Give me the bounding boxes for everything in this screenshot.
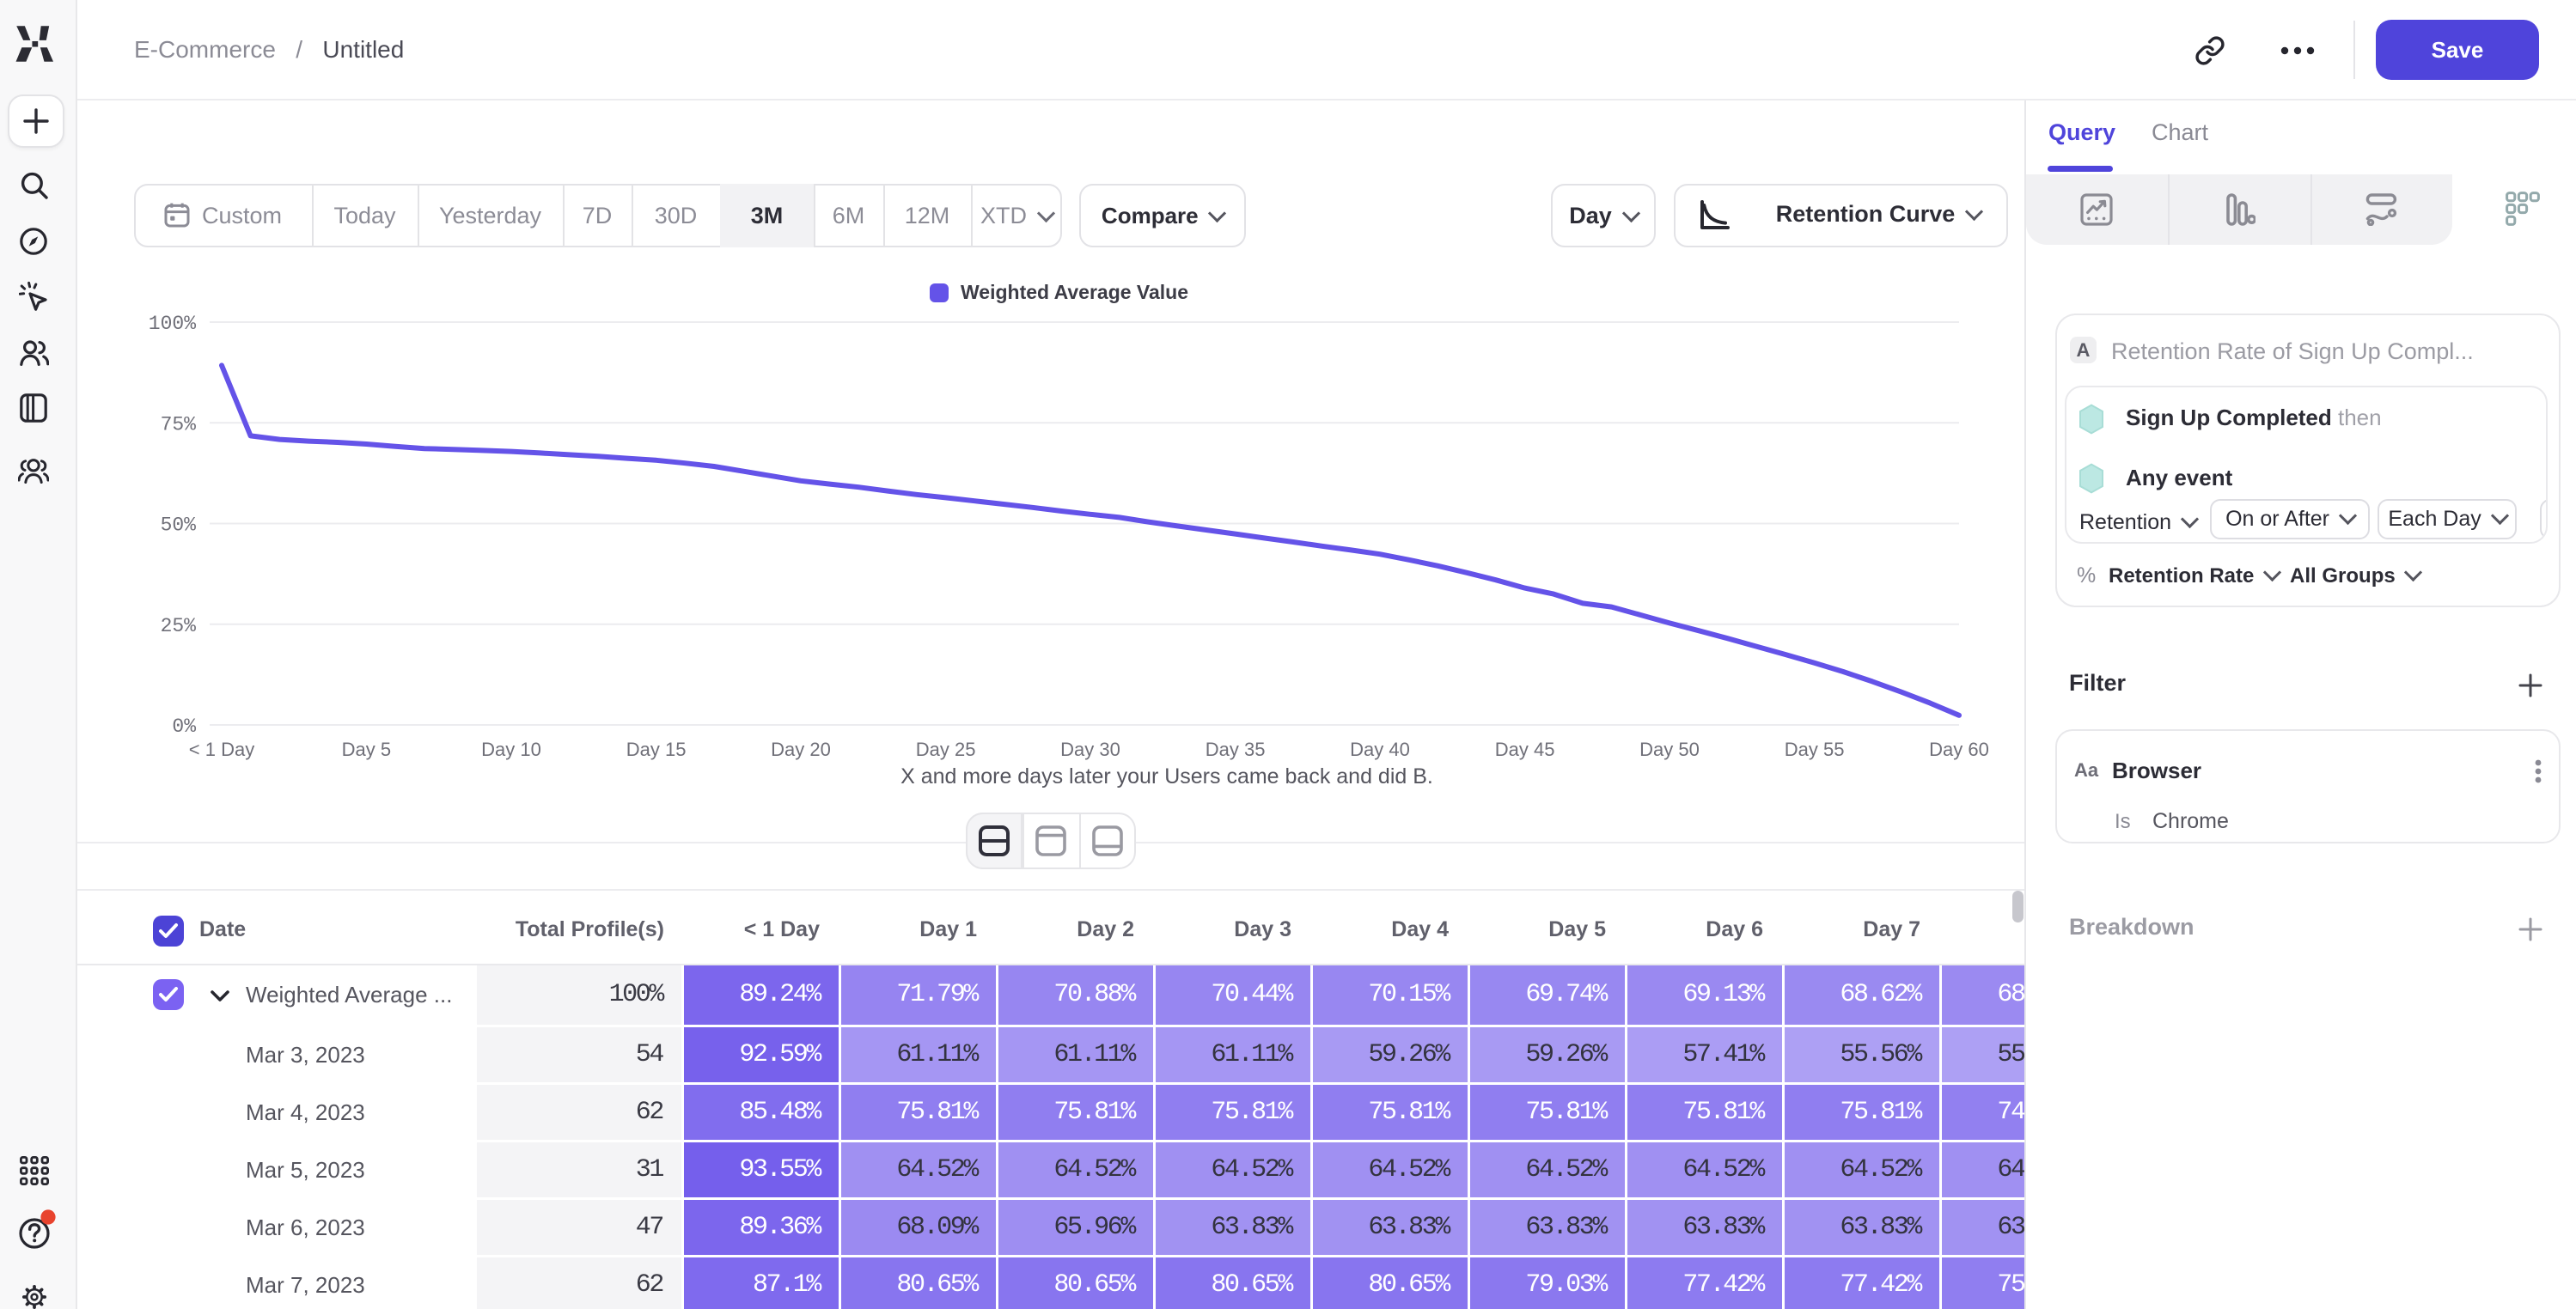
- svg-text:75%: 75%: [161, 413, 197, 435]
- svg-text:Day 60: Day 60: [1929, 739, 1989, 760]
- svg-text:< 1 Day: < 1 Day: [189, 739, 254, 760]
- svg-text:Day 35: Day 35: [1206, 739, 1266, 760]
- svg-text:Day 5: Day 5: [342, 739, 391, 760]
- svg-text:Day 55: Day 55: [1785, 739, 1845, 760]
- svg-text:Day 10: Day 10: [481, 739, 541, 760]
- svg-text:Day 20: Day 20: [771, 739, 831, 760]
- svg-text:Day 15: Day 15: [626, 739, 687, 760]
- svg-text:Day 50: Day 50: [1639, 739, 1700, 760]
- svg-text:Day 45: Day 45: [1495, 739, 1555, 760]
- svg-text:Day 30: Day 30: [1060, 739, 1120, 760]
- svg-text:0%: 0%: [172, 715, 196, 738]
- svg-text:50%: 50%: [161, 514, 197, 537]
- svg-text:100%: 100%: [149, 313, 196, 335]
- svg-text:Day 25: Day 25: [916, 739, 976, 760]
- svg-text:Day 40: Day 40: [1350, 739, 1410, 760]
- svg-text:X and more days later your Use: X and more days later your Users came ba…: [900, 764, 1433, 788]
- svg-text:25%: 25%: [161, 615, 197, 637]
